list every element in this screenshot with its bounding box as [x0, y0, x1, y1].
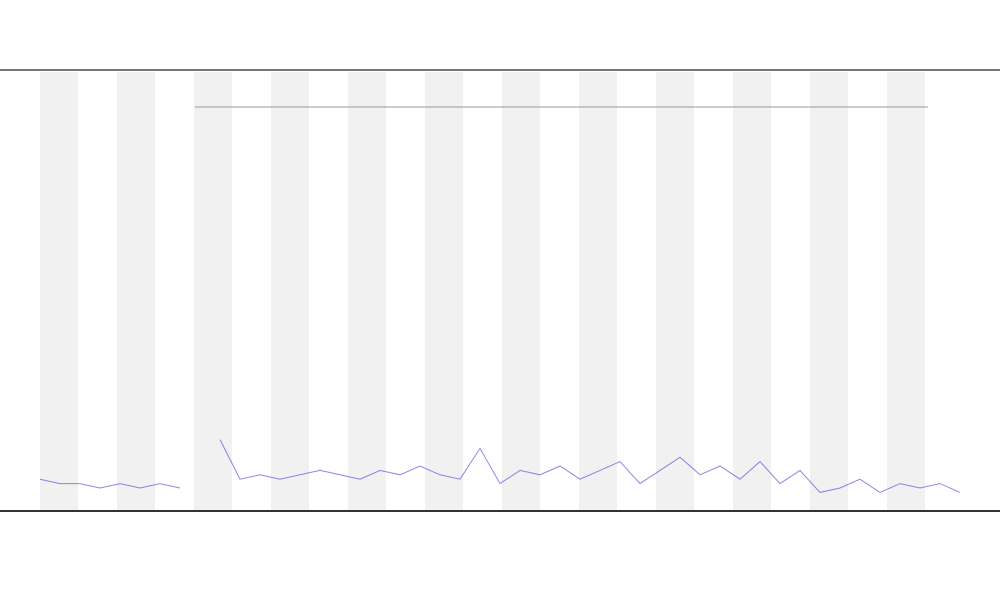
- band: [887, 72, 925, 510]
- band: [348, 72, 386, 510]
- band: [579, 72, 617, 510]
- band: [271, 72, 309, 510]
- background-bands: [40, 72, 925, 510]
- band: [656, 72, 694, 510]
- band: [502, 72, 540, 510]
- band: [733, 72, 771, 510]
- band: [40, 72, 78, 510]
- band: [117, 72, 155, 510]
- band: [810, 72, 848, 510]
- band: [194, 72, 232, 510]
- band: [425, 72, 463, 510]
- series-line: [39, 439, 961, 493]
